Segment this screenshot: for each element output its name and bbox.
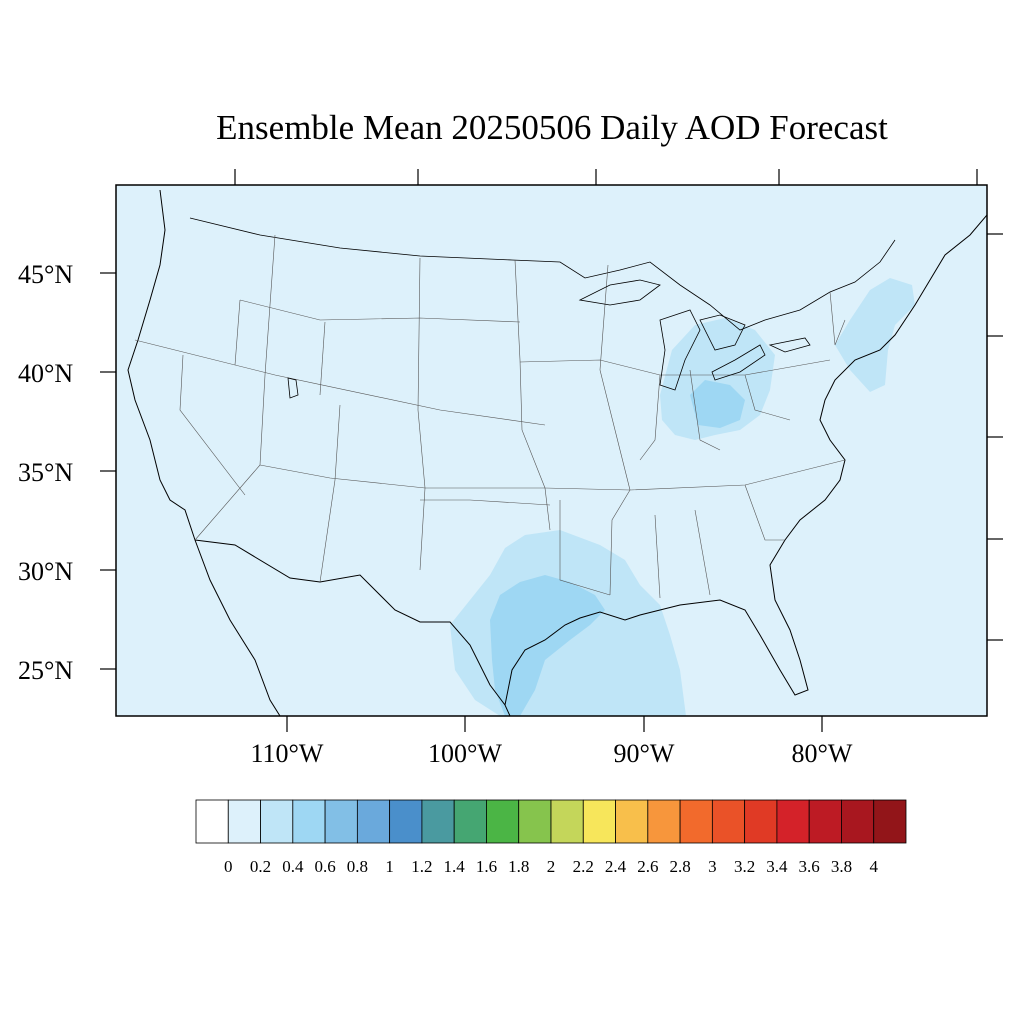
- colorbar-swatch: [389, 799, 423, 844]
- colorbar-swatch: [292, 799, 326, 844]
- colorbar-swatch: [260, 799, 294, 844]
- colorbar-label: 2.4: [605, 857, 627, 876]
- top-ticks: [234, 169, 978, 185]
- bottom-ticks: [286, 716, 823, 732]
- colorbar-label: 2.8: [669, 857, 690, 876]
- left-ticks: [100, 272, 116, 670]
- map-frame: [115, 184, 988, 717]
- colorbar-labels: 0 0.2 0.4 0.6 0.8 1 1.2 1.4 1.6 1.8 2 2.2 2.4 2.6 2.8 3…: [224, 857, 878, 876]
- colorbar-swatch: [486, 799, 520, 844]
- colorbar-swatch: [195, 799, 229, 844]
- lon-label-90w: 90°W: [614, 739, 675, 768]
- colorbar-swatch: [324, 799, 358, 844]
- lakes: [287, 279, 811, 399]
- colorbar-label: 0.4: [282, 857, 304, 876]
- aod-plume-ohio-mid: [690, 380, 745, 428]
- colorbar-swatch: [356, 799, 391, 844]
- colorbar-swatch: [518, 799, 552, 844]
- colorbar-label: 3.4: [766, 857, 788, 876]
- colorbar-swatch: [873, 799, 907, 844]
- colorbar-swatch: [776, 799, 810, 844]
- colorbar-swatch: [679, 799, 713, 844]
- lon-label-80w: 80°W: [792, 739, 853, 768]
- colorbar-label: 2.6: [637, 857, 658, 876]
- colorbar-label: 1.8: [508, 857, 529, 876]
- aod-plume-northeast: [835, 278, 915, 392]
- colorbar-swatch: [711, 799, 746, 844]
- lat-label-25: 25°N: [18, 656, 73, 685]
- colorbar-swatch: [421, 799, 455, 844]
- aod-plume-gulf-mid: [490, 575, 605, 716]
- colorbar-label: 3.8: [831, 857, 852, 876]
- lat-label-35: 35°N: [18, 458, 73, 487]
- colorbar-label: 1.6: [476, 857, 497, 876]
- colorbar-swatch: [841, 799, 875, 844]
- colorbar-label: 1.2: [411, 857, 432, 876]
- colorbar-swatch: [808, 799, 842, 844]
- colorbar-label: 4: [869, 857, 878, 876]
- colorbar-label: 1: [385, 857, 394, 876]
- right-ticks: [987, 233, 1003, 641]
- colorbar-label: 0: [224, 857, 233, 876]
- state-borders: [134, 234, 846, 599]
- lat-label-30: 30°N: [18, 557, 73, 586]
- colorbar-label: 2: [547, 857, 556, 876]
- colorbar-label: 0.6: [314, 857, 335, 876]
- colorbar-label: 3.2: [734, 857, 755, 876]
- colorbar-label: 0.2: [250, 857, 271, 876]
- colorbar-swatch: [744, 799, 778, 844]
- lat-label-40: 40°N: [18, 359, 73, 388]
- page-title: Ensemble Mean 20250506 Daily AOD Forecas…: [216, 108, 888, 147]
- colorbar-swatch: [550, 799, 584, 844]
- lon-label-110w: 110°W: [251, 739, 324, 768]
- colorbar-swatch: [227, 799, 261, 844]
- colorbar-swatch: [582, 799, 616, 844]
- coastline: [127, 189, 987, 716]
- lat-label-45: 45°N: [18, 260, 73, 289]
- colorbar-label: 1.4: [444, 857, 466, 876]
- colorbar-swatch: [647, 799, 681, 844]
- colorbar: [195, 799, 907, 844]
- colorbar-label: 3.6: [799, 857, 820, 876]
- colorbar-label: 0.8: [347, 857, 368, 876]
- canada-border: [189, 217, 896, 331]
- colorbar-swatch: [453, 799, 487, 844]
- colorbar-label: 2.2: [573, 857, 594, 876]
- lon-label-100w: 100°W: [428, 739, 502, 768]
- colorbar-label: 3: [708, 857, 717, 876]
- colorbar-swatch: [615, 799, 649, 844]
